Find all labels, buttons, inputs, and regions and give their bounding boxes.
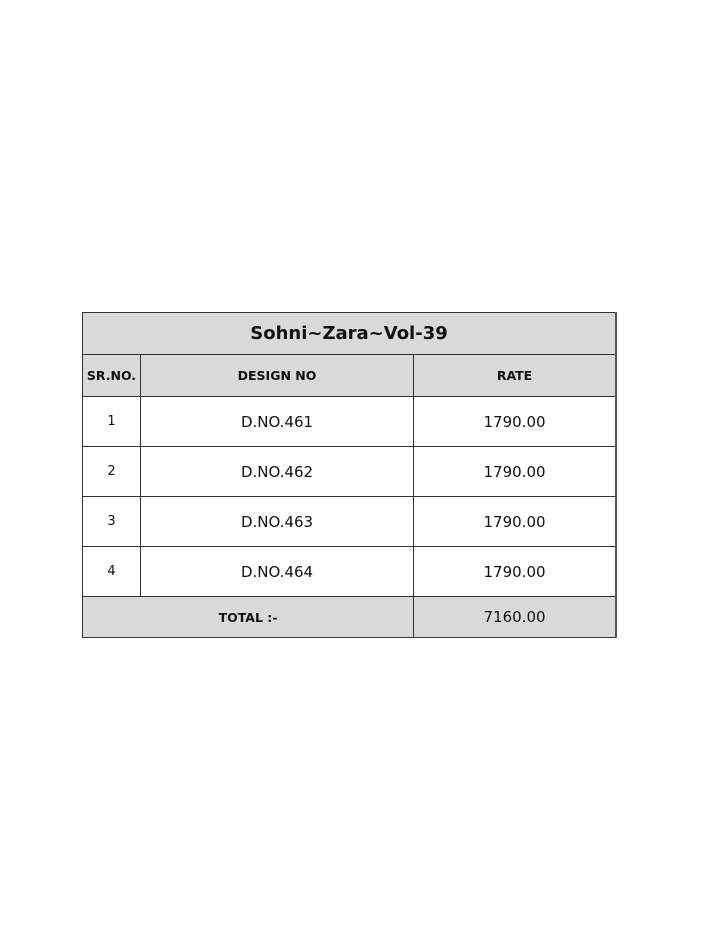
price-table: Sohni~Zara~Vol-39 SR.NO. DESIGN NO RATE … (81, 312, 617, 638)
design-no: D.NO.462 (139, 446, 415, 497)
design-no: D.NO.463 (139, 496, 415, 547)
table-row: 4 D.NO.464 1790.00 (82, 546, 617, 597)
total-row: TOTAL :- 7160.00 (81, 596, 617, 638)
rate: 1790.00 (413, 546, 617, 597)
table-row: 2 D.NO.462 1790.00 (82, 446, 617, 497)
total-value: 7160.00 (413, 596, 617, 638)
sr-no: 3 (82, 496, 141, 547)
header-row: SR.NO. DESIGN NO RATE (82, 354, 617, 397)
sr-no: 4 (82, 546, 141, 597)
design-no: D.NO.464 (139, 546, 415, 597)
header-rate: RATE (413, 354, 617, 397)
sr-no: 2 (82, 446, 141, 497)
rate: 1790.00 (413, 396, 617, 447)
table-title: Sohni~Zara~Vol-39 (82, 312, 617, 355)
sr-no: 1 (82, 396, 141, 447)
header-design-no: DESIGN NO (139, 354, 415, 397)
design-no: D.NO.461 (139, 396, 415, 447)
total-label: TOTAL :- (81, 596, 415, 638)
header-sr-no: SR.NO. (82, 354, 141, 397)
rate: 1790.00 (413, 446, 617, 497)
table-row: 3 D.NO.463 1790.00 (82, 496, 617, 547)
table-row: 1 D.NO.461 1790.00 (82, 396, 617, 447)
rate: 1790.00 (413, 496, 617, 547)
